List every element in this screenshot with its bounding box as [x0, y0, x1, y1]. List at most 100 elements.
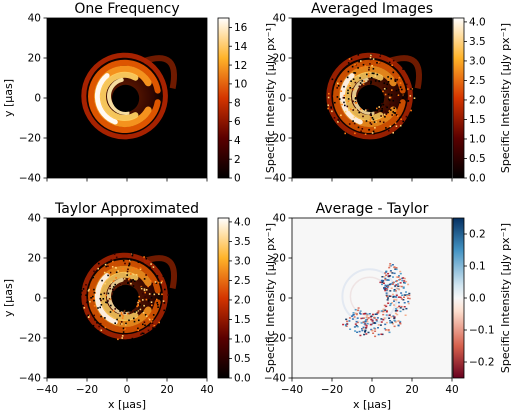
x-tick-label: 40 [445, 384, 458, 396]
speckle [117, 338, 119, 341]
ring-arc [88, 59, 161, 133]
residual-pixel [352, 314, 355, 316]
residual-pixel [393, 272, 396, 275]
y-tick-label: 20 [273, 53, 286, 65]
residual-pixel [365, 316, 368, 318]
residual-pixel [395, 268, 398, 271]
speckle [337, 121, 339, 123]
residual-pixel [394, 268, 397, 270]
speckle [342, 96, 345, 99]
residual-pixel [398, 305, 401, 308]
speckle [90, 297, 92, 299]
speckle [87, 316, 90, 318]
speckle [395, 97, 398, 100]
speckle [139, 303, 141, 306]
speckle [362, 63, 365, 66]
speckle [343, 101, 345, 104]
speckle [120, 283, 122, 286]
speckle [378, 61, 380, 64]
residual-pixel [393, 298, 396, 301]
speckle [107, 274, 109, 277]
residual-pixel [370, 318, 373, 321]
speckle [115, 256, 118, 259]
speckle [354, 95, 356, 97]
speckle [410, 88, 412, 90]
speckle [158, 293, 160, 295]
speckle [133, 320, 136, 323]
speckle [154, 281, 157, 283]
residual-pixel [385, 270, 388, 272]
residual-pixel [388, 275, 390, 277]
residual-pixel [396, 310, 399, 312]
residual-pixel [397, 301, 400, 304]
speckle [109, 298, 111, 301]
speckle [352, 109, 354, 111]
speckle [85, 315, 88, 318]
residual-pixel [383, 327, 386, 330]
speckle [353, 122, 356, 125]
speckle [374, 75, 377, 77]
speckle [150, 321, 153, 323]
speckle [152, 327, 154, 329]
speckle [396, 115, 399, 117]
residual-pixel [377, 324, 380, 326]
colorbar-tick-label: 6 [234, 116, 241, 128]
speckle [365, 120, 368, 122]
speckle [367, 75, 370, 77]
speckle [383, 82, 386, 84]
x-axis-label: x [μas] [353, 398, 391, 411]
speckle [145, 257, 148, 260]
speckle [135, 311, 138, 313]
residual-pixel [377, 333, 380, 336]
residual-pixel [394, 312, 397, 315]
colorbar-tick-label: 2.5 [234, 275, 251, 287]
residual-pixel [380, 279, 383, 282]
residual-pixel [346, 320, 349, 323]
speckle [369, 116, 372, 119]
residual-pixel [385, 321, 388, 324]
speckle [144, 296, 146, 298]
residual-pixel [382, 318, 385, 321]
speckle [395, 125, 398, 127]
residual-pixel [399, 270, 402, 273]
speckle [119, 315, 121, 317]
speckle [385, 115, 387, 118]
residual-pixel [365, 319, 368, 321]
residual-pixel [388, 317, 391, 319]
speckle [144, 314, 147, 316]
shadow-center [112, 284, 140, 312]
speckle [151, 318, 154, 321]
speckle [392, 71, 395, 74]
speckle [389, 103, 391, 106]
residual-pixel [364, 331, 367, 333]
speckle [375, 121, 377, 123]
residual-pixel [385, 289, 388, 292]
residual-pixel [389, 304, 392, 307]
residual-pixel [387, 279, 390, 281]
residual-pixel [402, 308, 405, 311]
residual-pixel [387, 285, 390, 288]
speckle [147, 285, 149, 288]
colorbar-tick-label: 0.5 [469, 153, 486, 165]
speckle [148, 293, 151, 295]
speckle [142, 311, 145, 314]
residual-pixel [355, 313, 358, 315]
residual-pixel [368, 313, 371, 315]
residual-pixel [366, 320, 369, 323]
speckle [98, 262, 100, 265]
speckle [162, 275, 165, 277]
speckle [327, 104, 329, 107]
y-tick-label: 40 [28, 213, 41, 225]
speckle [128, 319, 130, 322]
speckle [158, 321, 160, 324]
speckle [347, 100, 350, 103]
residual-pixel [346, 323, 349, 325]
x-tick-label: −40 [36, 384, 58, 396]
residual-pixel [385, 274, 388, 276]
speckle [112, 289, 115, 291]
y-tick-label: −40 [264, 373, 286, 385]
residual-pixel [401, 279, 404, 282]
speckle [372, 58, 375, 60]
residual-pixel [400, 285, 403, 288]
residual-pixel [392, 315, 395, 317]
